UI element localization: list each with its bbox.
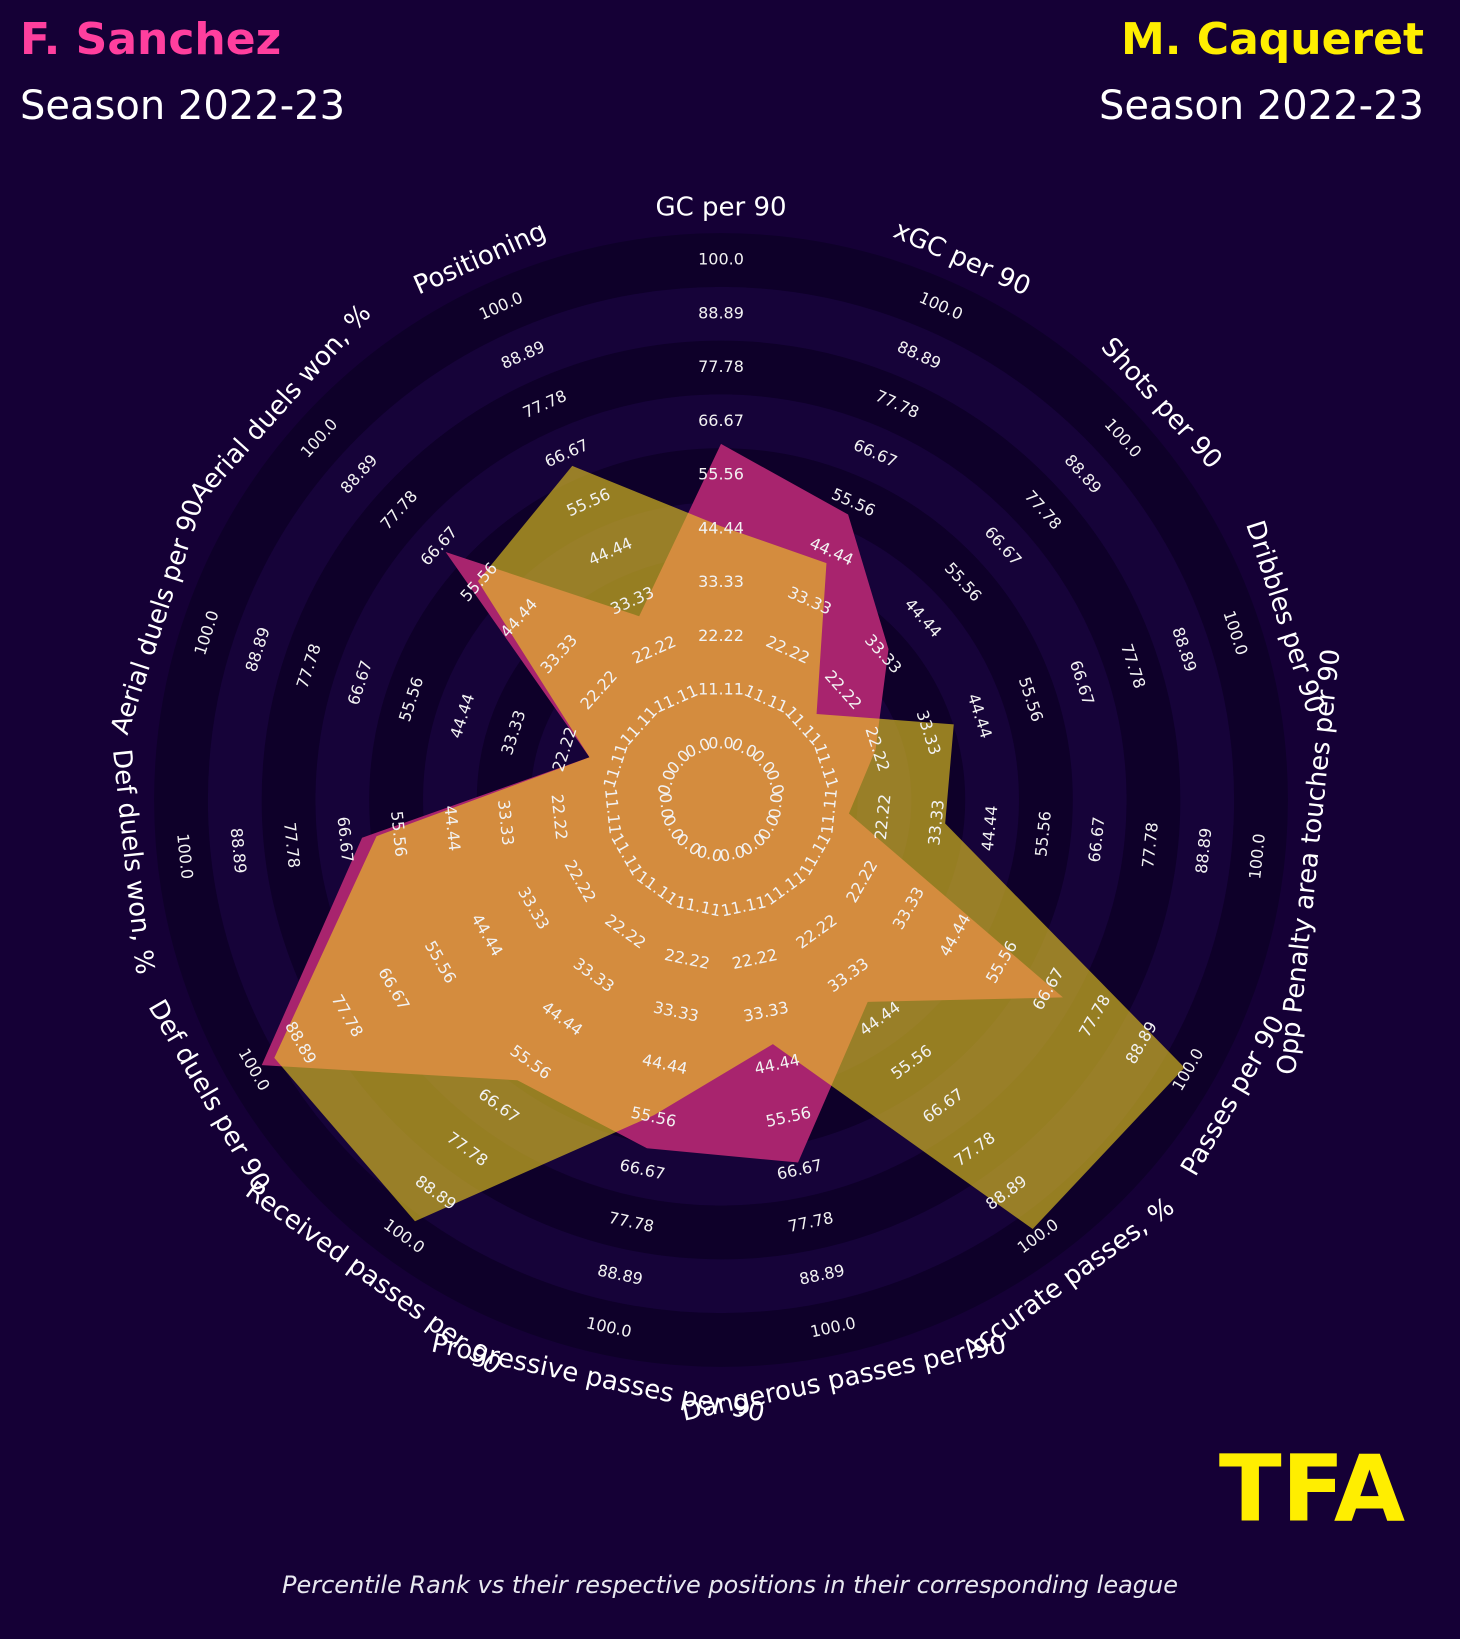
footnote: Percentile Rank vs their respective posi… — [282, 1571, 1178, 1599]
title-left: F. Sanchez — [20, 14, 281, 65]
r-tick-label: 55.56 — [387, 810, 411, 858]
logo: TFA — [1219, 1435, 1405, 1542]
r-tick-label: 88.89 — [698, 303, 744, 322]
r-tick-label: 11.11 — [698, 680, 744, 699]
subtitle-right: Season 2022-23 — [1099, 83, 1424, 129]
r-tick-label: 22.22 — [871, 793, 895, 841]
r-tick-label: 77.78 — [280, 821, 304, 869]
ring — [261, 340, 1181, 1260]
r-tick-label: 22.22 — [698, 626, 744, 645]
series-area — [274, 465, 1185, 1230]
title-right: M. Caqueret — [1121, 14, 1424, 65]
r-tick-label: 100.0 — [173, 833, 197, 881]
r-tick-label: 77.78 — [698, 357, 744, 376]
r-tick-label: 44.44 — [978, 804, 1002, 852]
ring — [154, 233, 1288, 1367]
r-tick-label: 0.0 — [708, 734, 733, 753]
r-tick-label: 22.22 — [548, 793, 572, 841]
r-tick-label: 33.33 — [698, 572, 744, 591]
r-tick-label: 88.89 — [1192, 827, 1216, 875]
r-tick-label: 44.44 — [441, 804, 465, 852]
r-tick-label: 33.33 — [924, 799, 948, 847]
r-tick-label: 0.0 — [765, 792, 787, 819]
category-label: GC per 90 — [655, 193, 786, 223]
r-tick-label: 66.67 — [698, 411, 744, 430]
r-tick-label: 44.44 — [698, 518, 744, 537]
r-tick-label: 33.33 — [494, 799, 518, 847]
r-tick-label: 66.67 — [334, 816, 358, 864]
polygons — [261, 443, 1185, 1230]
subtitle-left: Season 2022-23 — [20, 83, 345, 129]
r-tick-label: 100.0 — [1245, 833, 1269, 881]
r-tick-label: 0.0 — [718, 842, 747, 866]
r-tick-label: 0.0 — [695, 842, 724, 866]
r-tick-label: 55.56 — [698, 465, 744, 484]
r-tick-label: 11.11 — [601, 788, 625, 836]
r-tick-label: 66.67 — [1085, 816, 1109, 864]
r-tick-label: 55.56 — [1031, 810, 1055, 858]
r-tick-label: 11.11 — [817, 788, 841, 836]
r-tick-label: 0.0 — [656, 792, 678, 819]
ring — [315, 394, 1127, 1206]
r-tick-label: 77.78 — [1138, 821, 1162, 869]
r-tick-label: 88.89 — [227, 827, 251, 875]
r-tick-label: 100.0 — [698, 250, 744, 269]
ring — [207, 286, 1235, 1314]
